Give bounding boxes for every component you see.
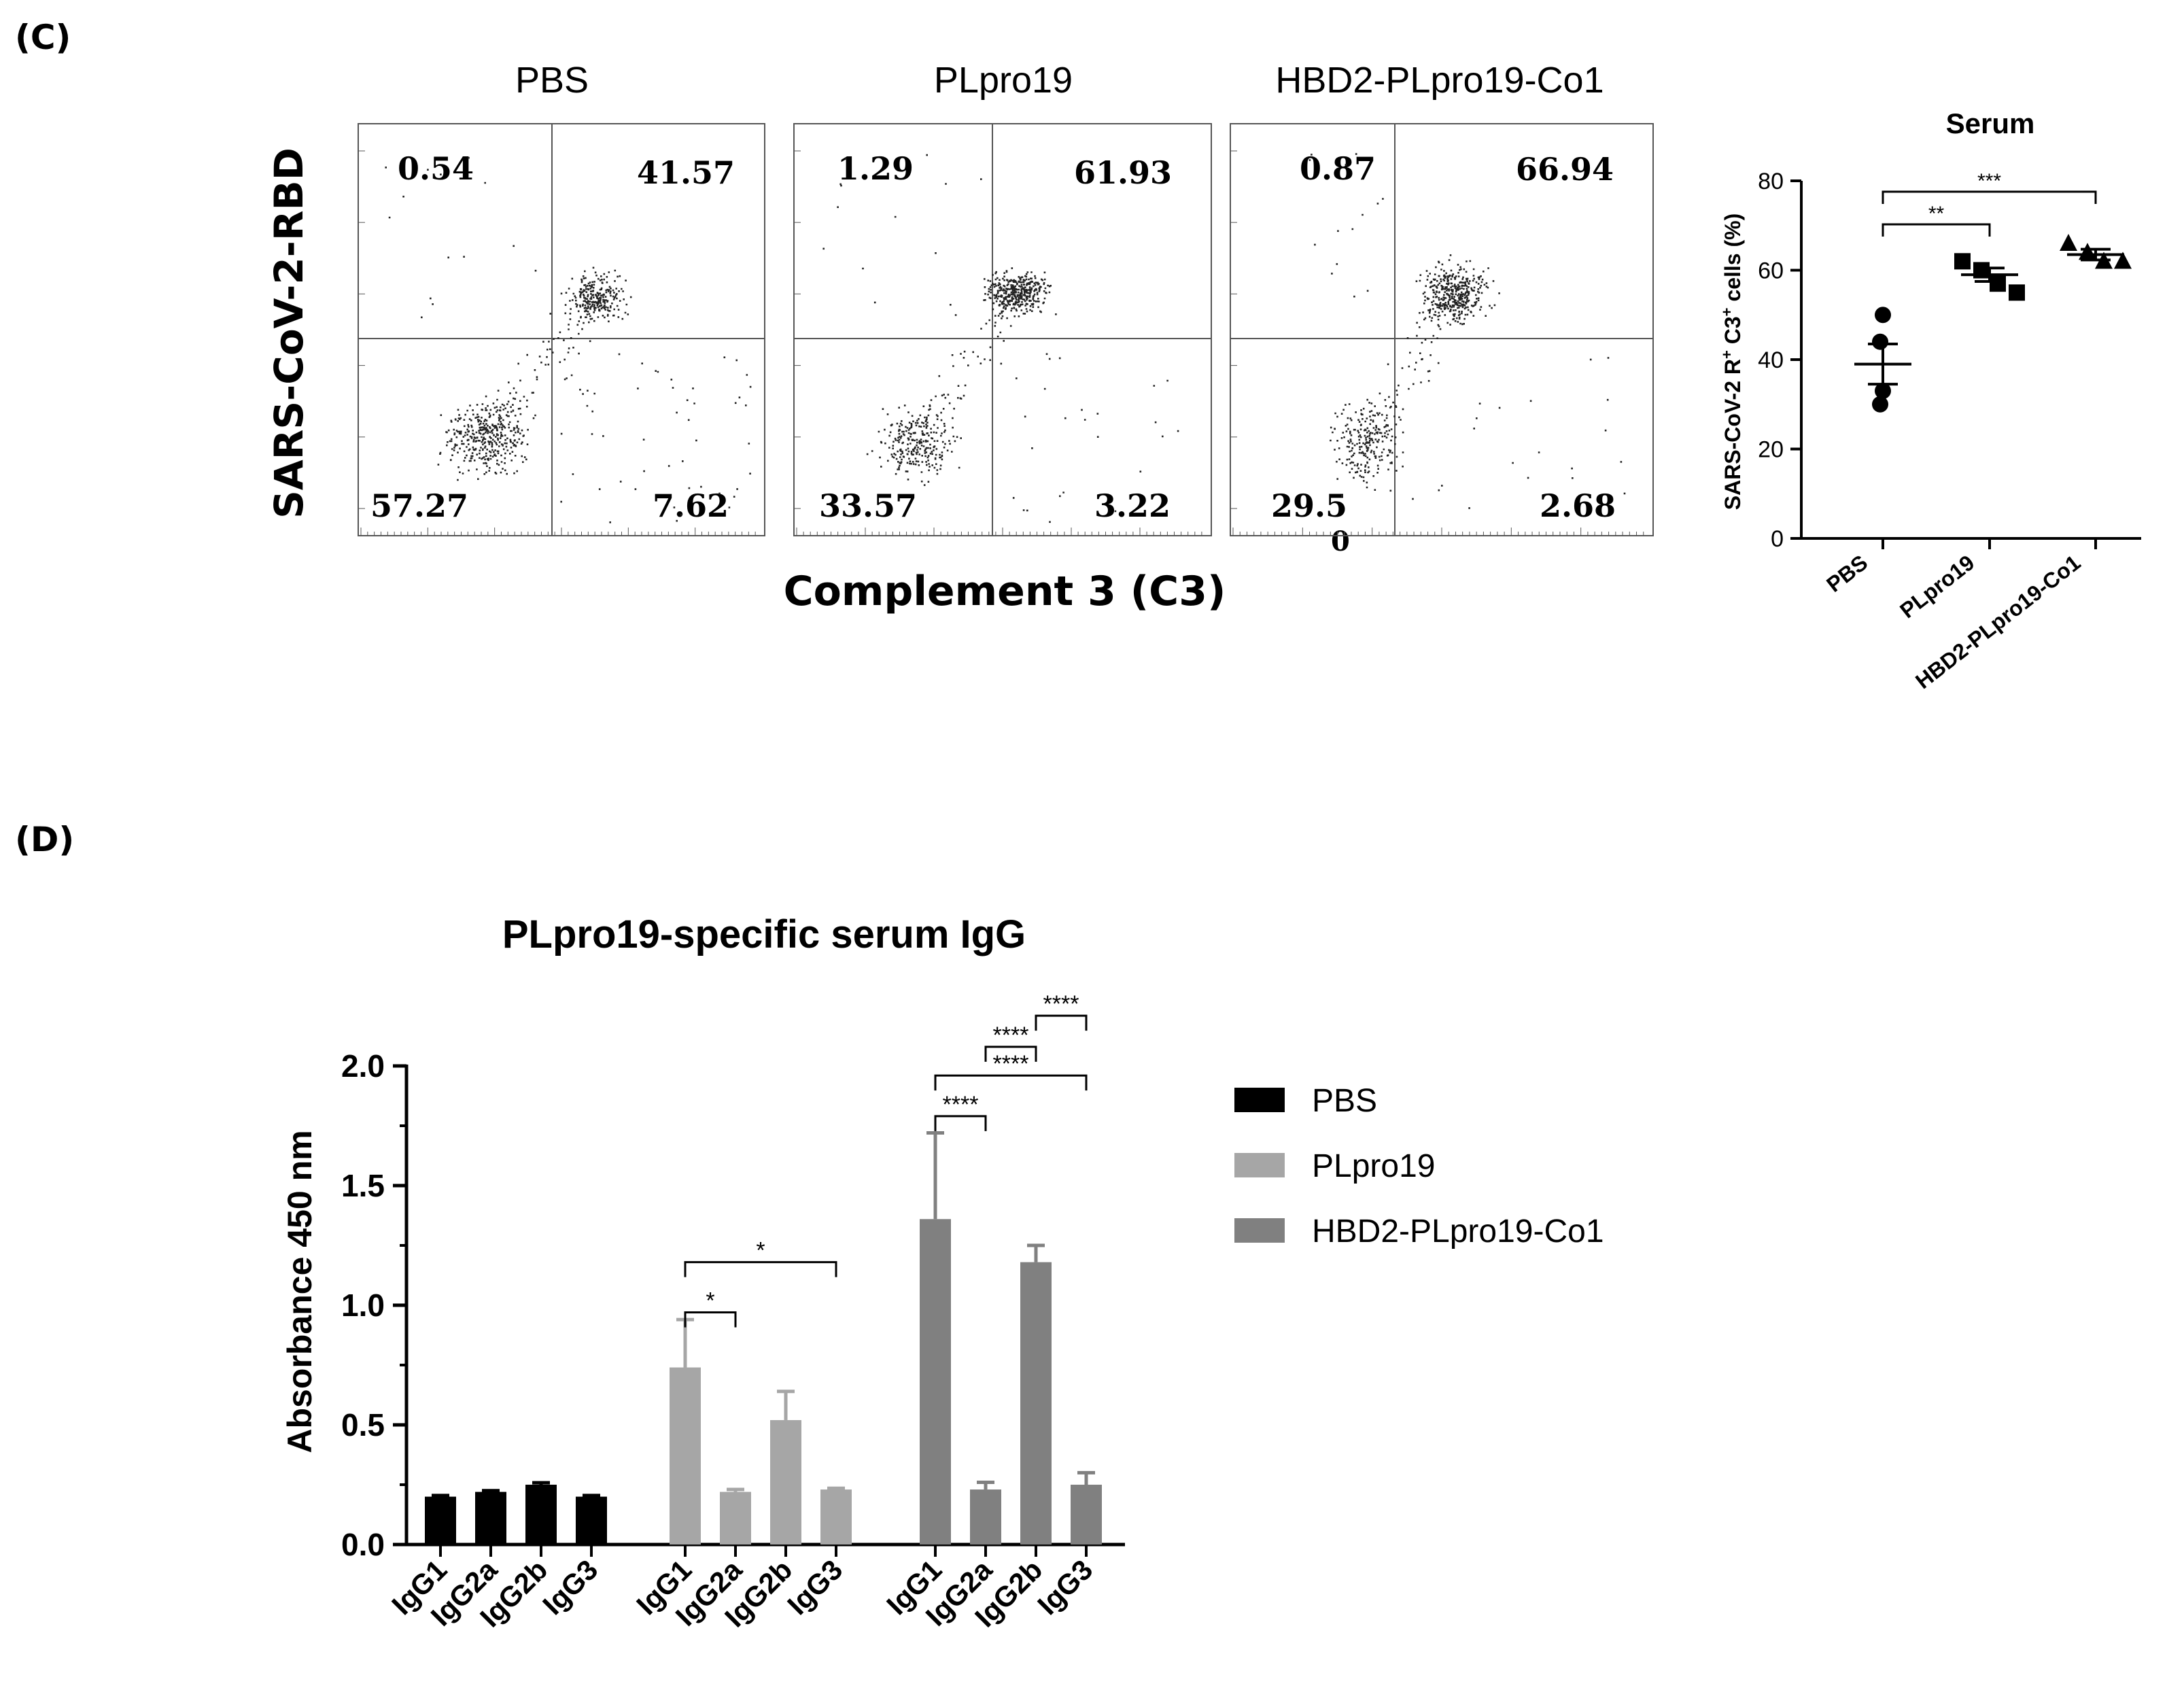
igg-bar-chart: PLpro19-specific serum IgG Absorbance 45… [281,912,1604,1634]
igg-x-tick-label: IgG3 [781,1553,848,1621]
igg-bar [920,1219,951,1545]
igg-y-tick-label: 1.5 [341,1168,385,1203]
serum-title: Serum [1946,107,2035,139]
igg-significance-bracket [684,1311,737,1328]
flow-plot-hbd2: HBD2-PLpro19-Co1 0.87 66.94 29.5 2.68 0 [1271,60,1616,557]
igg-significance-bracket [1035,1014,1088,1031]
flow-plot-graphics [358,123,765,536]
igg-bar [720,1491,751,1545]
serum-significance-label: ** [1928,203,1945,225]
serum-y-tick-label: 0 [1771,526,1784,552]
serum-point-square [2009,284,2025,301]
igg-bar [670,1367,701,1545]
flow-plots: PBS 0.54 41.57 57.27 7.62 PLpro19 1.29 6… [358,60,1654,557]
quadrant-ul-value: 1.29 [837,150,914,187]
igg-bar [576,1496,607,1545]
igg-legend-label: PLpro19 [1312,1148,1435,1184]
igg-bar [820,1489,852,1545]
stray-axis-mark: 0 [1331,525,1350,557]
igg-significance-bracket [934,1074,1088,1091]
serum-point-square [1973,262,1990,279]
flow-plot-title: PBS [515,60,589,101]
panel-label-d: (D) [15,820,74,859]
flow-event-dots [385,156,752,523]
quadrant-ll-value: 33.57 [819,487,917,524]
flow-x-axis-label: Complement 3 (C3) [784,568,1226,615]
igg-bar [475,1491,506,1545]
quadrant-ur-value: 41.57 [637,154,735,191]
flow-plot-title: PLpro19 [934,60,1073,101]
serum-significance-bracket [1882,190,2097,204]
igg-bar [770,1419,801,1545]
serum-point-square [1990,275,2006,292]
igg-title: PLpro19-specific serum IgG [502,912,1026,956]
igg-significance-label: **** [943,1092,979,1118]
flow-plot-pbs: PBS 0.54 41.57 57.27 7.62 [370,60,735,524]
igg-bar [970,1489,1001,1545]
flow-plot-title: HBD2-PLpro19-Co1 [1275,60,1604,101]
quadrant-ll-value: 57.27 [370,487,468,524]
panel-label-c: (C) [15,18,71,57]
igg-legend-swatch [1234,1088,1285,1112]
serum-point-circle [1872,396,1888,413]
serum-y-axis-label: SARS-CoV-2 R+ C3+ cells (%) [1718,213,1746,510]
serum-x-tick-label: PLpro19 [1895,550,1979,623]
quadrant-lr-value: 3.22 [1094,487,1171,524]
quadrant-lr-value: 2.68 [1540,487,1616,524]
flow-plot-graphics [793,123,1212,536]
quadrant-ur-value: 66.94 [1516,151,1614,188]
igg-significance-label: **** [993,1051,1029,1077]
flow-plot-graphics [1230,123,1654,536]
igg-bar [525,1485,557,1545]
igg-significance-label: **** [1043,991,1079,1017]
quadrant-ul-value: 0.87 [1300,150,1376,187]
quadrant-ul-value: 0.54 [398,150,474,187]
serum-y-tick-label: 40 [1758,347,1784,373]
serum-y-tick-label: 20 [1758,437,1784,463]
igg-legend-label: HBD2-PLpro19-Co1 [1312,1213,1604,1249]
serum-point-circle [1872,333,1888,350]
serum-point-triangle [2114,252,2132,269]
flow-event-dots [1308,153,1626,509]
igg-significance-label: * [706,1288,714,1314]
igg-bar [425,1496,456,1545]
igg-significance-bracket [984,1046,1037,1062]
igg-bar [1071,1485,1102,1545]
igg-bar [1020,1262,1052,1545]
serum-dot-plot: Serum SARS-CoV-2 R+ C3+ cells (%) 0 20 40 6… [1718,107,2141,693]
serum-point-circle [1875,307,1891,324]
igg-significance-bracket [934,1115,987,1131]
serum-point-triangle [2079,243,2096,260]
igg-y-tick-label: 2.0 [341,1048,385,1084]
serum-y-tick-label: 60 [1758,258,1784,284]
serum-significance-bracket [1882,223,1991,237]
serum-x-tick-label: PBS [1822,550,1872,597]
igg-legend-label: PBS [1312,1083,1377,1119]
serum-y-tick-label: 80 [1758,169,1784,194]
serum-point-triangle [2095,252,2113,269]
igg-x-tick-label: IgG3 [1031,1553,1098,1621]
serum-point-triangle [2060,234,2077,252]
flow-plot-plpro19: PLpro19 1.29 61.93 33.57 3.22 [819,60,1172,524]
serum-point-square [1954,253,1971,270]
igg-y-tick-label: 1.0 [341,1288,385,1323]
igg-legend-swatch [1234,1153,1285,1177]
serum-significance-label: *** [1977,170,2001,192]
quadrant-lr-value: 7.62 [653,487,729,524]
igg-legend-swatch [1234,1218,1285,1243]
igg-significance-label: * [756,1238,765,1264]
igg-y-axis-label: Absorbance 450 nm [281,1130,319,1453]
flow-y-axis-label: SARS-CoV-2-RBD [266,148,312,519]
igg-significance-label: **** [993,1022,1029,1048]
serum-point-circle [1875,383,1891,400]
igg-significance-bracket [684,1261,837,1277]
igg-y-tick-label: 0.0 [341,1527,385,1562]
quadrant-ll-value: 29.5 [1271,487,1347,524]
quadrant-ur-value: 61.93 [1074,154,1172,191]
igg-x-tick-label: IgG3 [536,1553,604,1621]
igg-y-tick-label: 0.5 [341,1407,385,1443]
